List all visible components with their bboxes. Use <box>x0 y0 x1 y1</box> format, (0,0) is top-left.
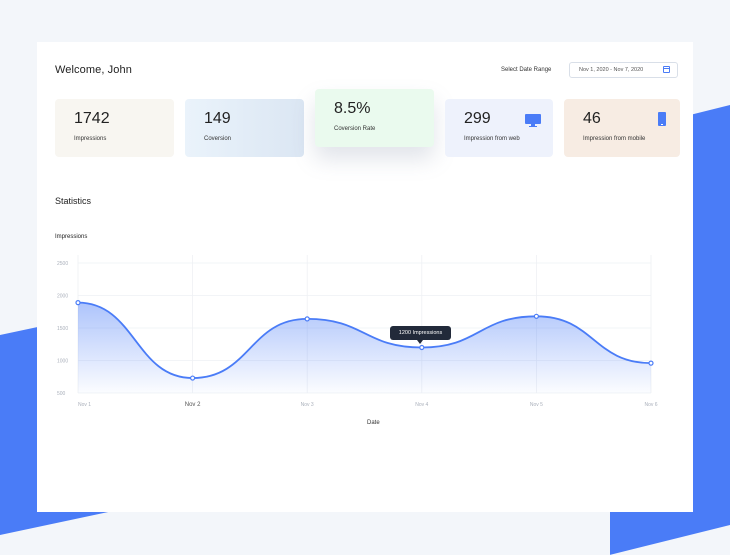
card-label: Coversion <box>204 136 232 142</box>
y-tick-label: 1000 <box>57 359 68 365</box>
card-impressions[interactable]: 1742 Impressions <box>55 99 174 157</box>
x-tick-label: Nov 4 <box>415 402 428 408</box>
x-tick-label: Nov 6 <box>644 402 657 408</box>
impressions-chart: 500 1000 1500 2000 2500 Nov 1 Nov 2 Nov 3 Nov 4 N… <box>57 255 658 408</box>
data-point <box>648 360 654 366</box>
statistics-title: Statistics <box>55 196 92 206</box>
data-point <box>190 375 196 381</box>
date-range-picker[interactable]: Nov 1, 2020 - Nov 7, 2020 <box>569 62 678 78</box>
card-label: Impressions <box>74 136 107 142</box>
y-tick-label: 2000 <box>57 294 68 300</box>
card-label: Coversion Rate <box>334 126 376 132</box>
data-point <box>75 300 81 306</box>
x-tick-label: Nov 1 <box>78 402 91 408</box>
card-conversion[interactable]: 149 Coversion <box>185 99 304 157</box>
data-point <box>419 344 425 351</box>
card-value: 1742 <box>74 110 110 127</box>
dashboard-panel: Welcome, John Select Date Range Nov 1, 2… <box>37 42 693 512</box>
chart-title: Impressions <box>55 234 88 240</box>
calendar-icon[interactable] <box>663 66 670 73</box>
card-value: 46 <box>583 110 601 127</box>
card-label: Impression from mobile <box>583 136 646 142</box>
data-point <box>533 313 539 319</box>
page-title: Welcome, John <box>55 64 132 76</box>
date-range-label: Select Date Range <box>501 67 552 73</box>
x-tick-label: Nov 3 <box>301 402 314 408</box>
card-impression-mobile[interactable]: 46 Impression from mobile <box>564 99 680 157</box>
card-label: Impression from web <box>464 136 520 142</box>
card-value: 149 <box>204 110 231 127</box>
y-tick-label: 2500 <box>57 261 68 267</box>
card-impression-web[interactable]: 299 Impression from web <box>445 99 553 157</box>
card-value: 299 <box>464 110 491 127</box>
y-tick-label: 500 <box>57 391 66 397</box>
mobile-icon <box>658 112 666 126</box>
monitor-icon <box>525 114 541 127</box>
card-conversion-rate[interactable]: 8.5% Coversion Rate <box>315 89 434 147</box>
x-tick-label: Nov 2 <box>185 402 201 408</box>
card-value: 8.5% <box>334 100 371 117</box>
chart-tooltip: 1200 Impressions <box>390 326 451 344</box>
x-axis-label: Date <box>367 420 380 426</box>
data-point <box>304 316 310 322</box>
series-line <box>77 301 652 379</box>
series-area <box>78 302 651 393</box>
x-tick-label: Nov 5 <box>530 402 543 408</box>
date-range-value: Nov 1, 2020 - Nov 7, 2020 <box>579 67 644 73</box>
y-tick-label: 1500 <box>57 326 68 332</box>
